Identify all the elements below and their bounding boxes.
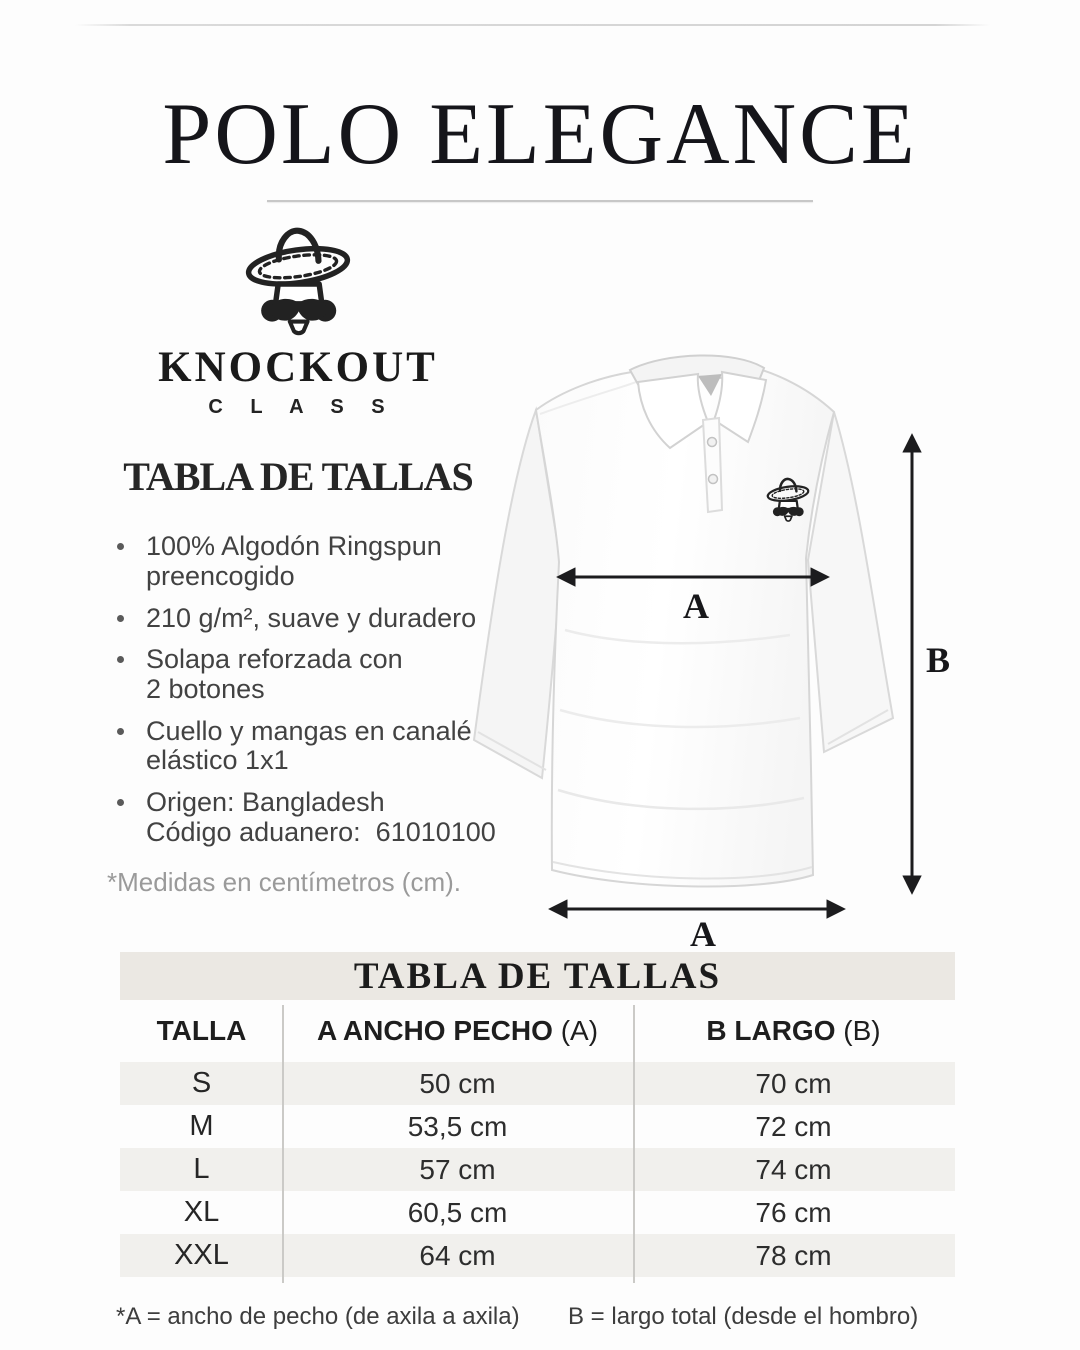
cell-chest: 60,5 cm xyxy=(407,1196,508,1228)
footnote-length: B = largo total (desde el hombro) xyxy=(568,1303,919,1330)
feature-item: Origen: Bangladesh Código aduanero: 6101… xyxy=(115,786,501,847)
size-table-header: TALLA A ANCHO PECHO (A) B LARGO (B) xyxy=(120,1000,955,1062)
feature-text: Cuello y mangas en canalé elástico 1x1 xyxy=(146,715,472,776)
cell-size: L xyxy=(193,1153,210,1185)
sombrero-logo-icon xyxy=(222,224,374,340)
col-header-length: B LARGO (B) xyxy=(632,1015,955,1047)
feature-item: 210 g/m², suave y duradero xyxy=(115,602,501,634)
size-table: TABLA DE TALLAS TALLA A ANCHO PECHO (A) … xyxy=(120,952,955,1283)
feature-text: Solapa reforzada con 2 botones xyxy=(146,644,403,704)
table-row: M 53,5 cm 72 cm xyxy=(120,1105,955,1148)
feature-text: 210 g/m², suave y duradero xyxy=(146,602,477,633)
cell-size: XXL xyxy=(174,1239,229,1271)
cell-chest: 64 cm xyxy=(419,1239,496,1271)
col-header-chest-main: A ANCHO PECHO xyxy=(316,1015,553,1046)
polo-body xyxy=(534,364,836,888)
chest-measure-label: A xyxy=(683,586,709,626)
table-row: XL 60,5 cm 76 cm xyxy=(120,1191,955,1234)
col-header-length-paren: (B) xyxy=(843,1015,881,1046)
feature-item: Solapa reforzada con 2 botones xyxy=(115,644,501,704)
cell-size: S xyxy=(191,1067,212,1099)
polo-shirt-image: A A B xyxy=(472,354,950,950)
footnote-chest: *A = ancho de pecho (de axila a axila) xyxy=(116,1303,520,1330)
table-row: S 50 cm 70 cm xyxy=(120,1062,955,1105)
cell-length: 74 cm xyxy=(755,1153,832,1185)
col-header-chest: A ANCHO PECHO (A) xyxy=(283,1015,632,1047)
cell-size: M xyxy=(189,1110,214,1142)
top-divider xyxy=(75,24,990,26)
feature-item: Cuello y mangas en canalé elástico 1x1 xyxy=(115,715,501,776)
cell-length: 76 cm xyxy=(755,1196,832,1228)
cell-chest: 50 cm xyxy=(419,1067,496,1099)
feature-list: 100% Algodón Ringspun preencogido 210 g/… xyxy=(95,531,501,847)
brand-name: KNOCKOUT xyxy=(158,344,438,391)
cell-chest: 53,5 cm xyxy=(407,1110,508,1142)
cell-length: 72 cm xyxy=(755,1110,832,1142)
cell-length: 70 cm xyxy=(755,1067,832,1099)
measurement-note: *Medidas en centímetros (cm). xyxy=(107,867,462,898)
length-measure-label: B xyxy=(926,640,950,680)
table-row: L 57 cm 74 cm xyxy=(120,1148,955,1191)
column-divider xyxy=(282,1005,284,1283)
cell-size: XL xyxy=(183,1196,220,1228)
title-divider xyxy=(267,200,813,202)
hem-measure-label: A xyxy=(690,914,716,950)
col-header-size: TALLA xyxy=(156,1015,247,1046)
brand-logo: KNOCKOUT C L A S S xyxy=(95,224,501,419)
size-guide-heading: TABLA DE TALLAS xyxy=(123,454,474,500)
polo-collar xyxy=(628,354,768,514)
size-table-title: TABLA DE TALLAS xyxy=(120,952,955,1000)
column-divider xyxy=(633,1005,635,1283)
cell-length: 78 cm xyxy=(755,1239,832,1271)
feature-text: Origen: Bangladesh Código aduanero: 6101… xyxy=(146,786,496,847)
feature-item: 100% Algodón Ringspun preencogido xyxy=(115,531,501,591)
left-column: KNOCKOUT C L A S S TABLA DE TALLAS 100% … xyxy=(95,224,501,898)
feature-text: 100% Algodón Ringspun preencogido xyxy=(146,531,442,591)
cell-chest: 57 cm xyxy=(419,1153,496,1185)
col-header-chest-paren: (A) xyxy=(560,1015,599,1046)
brand-subname: C L A S S xyxy=(208,396,396,419)
col-header-length-main: B LARGO xyxy=(706,1015,836,1046)
polo-sleeves xyxy=(472,406,895,780)
table-row: XXL 64 cm 78 cm xyxy=(120,1234,955,1277)
page-title: POLO ELEGANCE xyxy=(162,86,918,183)
